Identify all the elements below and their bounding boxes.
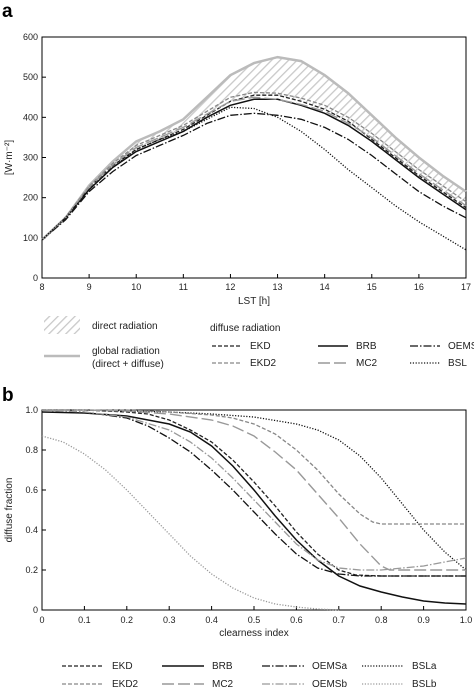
a-ytick-label: 200 [23, 193, 38, 203]
b-xlabel: clearness index [219, 628, 288, 639]
a-xtick-label: 9 [87, 282, 92, 292]
legend-a-label-brb: BRB [356, 341, 377, 352]
a-series-mc2 [41, 96, 467, 241]
legend-b-label-ekd2: EKD2 [112, 679, 139, 688]
legend-a-label-oemsa: OEMSa [448, 341, 474, 352]
legend-a-label-ekd2: EKD2 [250, 358, 277, 369]
a-xtick-label: 13 [273, 282, 283, 292]
b-series-ekd [42, 409, 466, 577]
a-xtick-label: 12 [225, 282, 235, 292]
b-xtick-label: 0.2 [121, 615, 134, 625]
a-ytick-label: 600 [23, 32, 38, 42]
b-xtick-label: 0.7 [333, 615, 346, 625]
b-series-mc2 [42, 409, 466, 571]
legend-b-label-bsla: BSLa [412, 661, 437, 672]
panel-b-label: b [2, 385, 14, 406]
b-xtick-label: 0.4 [205, 615, 218, 625]
b-series-brb [41, 411, 467, 605]
a-xtick-label: 16 [414, 282, 424, 292]
legend-global-label-1: global radiation [92, 346, 160, 357]
a-xtick-label: 10 [131, 282, 141, 292]
a-series-global-radiation-direct-diffuse- [41, 55, 467, 241]
b-xtick-label: 0.6 [290, 615, 303, 625]
a-xtick-label: 14 [320, 282, 330, 292]
a-xlabel: LST [h] [238, 296, 270, 307]
legend-a-label-ekd: EKD [250, 341, 271, 352]
a-xtick-label: 8 [39, 282, 44, 292]
legend-b-label-brb: BRB [212, 661, 233, 672]
b-series-bslb [41, 435, 339, 611]
a-ytick-label: 300 [23, 153, 38, 163]
legend-b-label-mc2: MC2 [212, 679, 234, 688]
a-ytick-label: 100 [23, 233, 38, 243]
legend-b-label-ekd: EKD [112, 661, 133, 672]
b-ytick-label: 1.0 [25, 405, 38, 415]
b-ylabel: diffuse fraction [4, 478, 15, 543]
plot-b-frame [41, 409, 467, 611]
a-series-oemsa [41, 112, 467, 241]
b-xtick-label: 0.1 [78, 615, 91, 625]
legend-b-label-bslb: BSLb [412, 679, 437, 688]
a-ylabel: [W·m⁻²] [4, 140, 15, 175]
legend-global-label-2: (direct + diffuse) [92, 359, 164, 370]
b-xtick-label: 0.9 [417, 615, 430, 625]
legend-direct-label: direct radiation [92, 321, 158, 332]
b-xtick-label: 0.8 [375, 615, 388, 625]
a-xtick-label: 11 [179, 282, 188, 292]
legend-a-label-mc2: MC2 [356, 358, 378, 369]
a-series-ekd2 [41, 91, 467, 241]
a-ytick-label: 0 [33, 273, 38, 283]
legend-direct-swatch [44, 316, 80, 334]
panel-a-label: a [2, 1, 13, 22]
b-ytick-label: 0.2 [25, 565, 38, 575]
b-ytick-label: 0.4 [25, 525, 38, 535]
b-xtick-label: 0.3 [163, 615, 176, 625]
a-series-bsl [41, 106, 467, 251]
b-ytick-label: 0 [33, 605, 38, 615]
a-xtick-label: 15 [367, 282, 377, 292]
legend-diffuse-heading: diffuse radiation [210, 323, 280, 334]
legend-b-label-oemsb: OEMSb [312, 679, 347, 688]
b-series-ekd2 [42, 409, 466, 525]
b-xtick-label: 1.0 [460, 615, 473, 625]
b-series-oemsa [41, 409, 466, 577]
legend-a-label-bsl: BSL [448, 358, 467, 369]
b-series-oemsb [41, 409, 467, 571]
b-ytick-label: 0.8 [25, 445, 38, 455]
a-xtick-label: 17 [461, 282, 471, 292]
a-ytick-label: 500 [23, 72, 38, 82]
b-xtick-label: 0 [39, 615, 44, 625]
b-ytick-label: 0.6 [25, 485, 38, 495]
a-ytick-label: 400 [23, 112, 38, 122]
b-xtick-label: 0.5 [248, 615, 261, 625]
legend-b-label-oemsa: OEMSa [312, 661, 347, 672]
direct-radiation-area [42, 57, 466, 240]
